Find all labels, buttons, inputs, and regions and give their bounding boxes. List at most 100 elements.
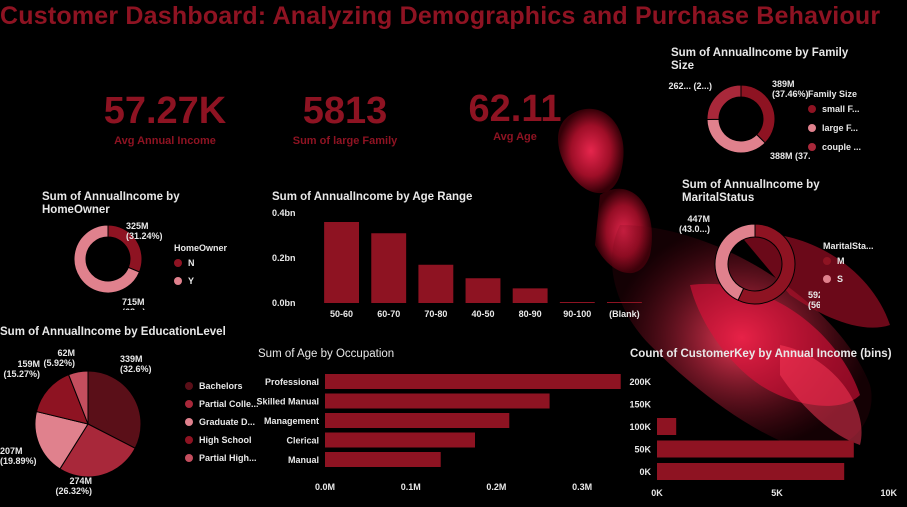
pie-slice[interactable] xyxy=(737,223,796,305)
legend-item[interactable]: Y xyxy=(174,276,195,286)
bar[interactable] xyxy=(324,222,360,303)
bar[interactable] xyxy=(418,264,454,303)
kpi-value: 57.27K xyxy=(103,90,227,132)
bar[interactable] xyxy=(512,288,548,303)
legend-item[interactable]: small F... xyxy=(808,104,861,114)
x-tick-label: 50-60 xyxy=(330,309,353,319)
legend-swatch xyxy=(185,454,193,462)
legend-item[interactable]: N xyxy=(174,258,195,268)
legend-item[interactable]: couple ... xyxy=(808,142,861,152)
page-title: Customer Dashboard: Analyzing Demographi… xyxy=(0,2,881,30)
slice-label: 388M (37...) xyxy=(770,151,810,161)
legend-item[interactable]: large F... xyxy=(808,123,861,133)
kpi-avg-annual-income: 57.27K Avg Annual Income xyxy=(80,90,250,147)
slice-label: 447M (43.0...) xyxy=(679,214,710,234)
legend-label: large F... xyxy=(822,123,859,133)
bar[interactable] xyxy=(325,413,510,428)
chart-occupation[interactable]: Professional Skilled Manual Management Cler… xyxy=(255,370,635,495)
chart-title-marital: Sum of AnnualIncome by MaritalStatus xyxy=(682,179,820,204)
legend-swatch xyxy=(174,259,182,267)
legend-label: small F... xyxy=(822,104,860,114)
legend-label: Y xyxy=(188,276,195,286)
legend-swatch xyxy=(808,143,816,151)
chart-marital[interactable]: 592M(56.97%) 447M(43.0...) xyxy=(640,210,820,315)
chart-education[interactable]: 339M (32.6%) 274M (26.32%) 207M (19.89%) 159M(… xyxy=(0,342,185,502)
y-tick-label: Professional xyxy=(265,377,319,387)
legend-swatch xyxy=(185,400,193,408)
legend-label: couple ... xyxy=(822,142,862,152)
x-tick-label: 90-100 xyxy=(563,309,591,319)
y-tick-label: 50K xyxy=(634,445,651,455)
pie-slice[interactable] xyxy=(67,370,89,425)
kpi-label: Sum of large Family xyxy=(292,135,398,147)
bar[interactable] xyxy=(657,418,677,435)
pie-slice[interactable] xyxy=(87,370,142,449)
kpi-label: Avg Age xyxy=(493,131,537,143)
pie-slice[interactable] xyxy=(34,410,89,470)
y-tick-label: 200K xyxy=(629,377,651,387)
x-tick-label: 0.2M xyxy=(486,482,506,492)
x-tick-label: 80-90 xyxy=(519,309,542,319)
legend-title-homeowner: HomeOwner xyxy=(174,243,228,253)
legend-item[interactable]: M xyxy=(823,256,845,266)
legend-item[interactable]: Partial Colle... xyxy=(185,399,259,409)
x-tick-label: 70-80 xyxy=(424,309,447,319)
slice-label: 262... (2...) xyxy=(668,81,712,91)
legend-label: N xyxy=(188,258,195,268)
y-tick-label: Management xyxy=(264,416,319,426)
legend-label: Graduate D... xyxy=(199,417,256,427)
decorative-flower-art xyxy=(558,108,890,451)
chart-title-agerange: Sum of AnnualIncome by Age Range xyxy=(272,191,473,203)
x-tick-label: (Blank) xyxy=(609,309,640,319)
legend-item[interactable]: S xyxy=(823,274,845,284)
bar[interactable] xyxy=(657,463,845,480)
kpi-avg-age: 62.11 Avg Age xyxy=(450,88,580,143)
bar[interactable] xyxy=(559,302,595,303)
x-tick-label: 0.1M xyxy=(401,482,421,492)
chart-homeowner[interactable]: 325M(31.24%) 715M(68...) xyxy=(40,215,190,310)
legend-swatch xyxy=(823,257,831,265)
bar[interactable] xyxy=(325,432,475,448)
slice-label: 389M (37.46%) xyxy=(772,79,809,99)
legend-education: Bachelors Partial Colle... Graduate D... Hi… xyxy=(185,381,259,463)
x-tick-label: 0.0M xyxy=(315,482,335,492)
bar[interactable] xyxy=(371,233,407,303)
legend-label: Partial Colle... xyxy=(199,399,259,409)
chart-title-homeowner: Sum of AnnualIncome by HomeOwner xyxy=(42,191,180,216)
legend-item[interactable]: Bachelors xyxy=(185,381,259,391)
chart-agerange[interactable]: 0.4bn 0.2bn 0.0bn 50-60 60-70 70-80 40-50 80-90… xyxy=(270,205,655,320)
legend-family: small F... large F... couple ... xyxy=(808,104,861,152)
x-tick-label: 5K xyxy=(771,488,783,498)
legend-swatch xyxy=(808,105,816,113)
x-tick-label: 40-50 xyxy=(471,309,494,319)
y-tick-label: 0.0bn xyxy=(272,298,296,308)
pie-slice[interactable] xyxy=(35,374,89,425)
chart-family[interactable]: 389M(37.46%) 388M (37...) 262... (2...) xyxy=(660,75,810,165)
y-tick-label: 0K xyxy=(639,467,651,477)
pie-slice[interactable] xyxy=(740,84,776,144)
chart-title-occupation: Sum of Age by Occupation xyxy=(258,348,395,360)
legend-title-marital: MaritalSta... xyxy=(823,241,874,251)
legend-label: Bachelors xyxy=(199,381,243,391)
bar[interactable] xyxy=(465,278,501,303)
chart-title-incomebins: Count of CustomerKey by Annual Income (b… xyxy=(630,348,892,360)
pie-slice[interactable] xyxy=(714,223,756,301)
slice-label: 62M (5.92%) xyxy=(43,348,75,368)
legend-swatch xyxy=(185,418,193,426)
x-tick-label: 10K xyxy=(880,488,897,498)
pie-slice[interactable] xyxy=(73,224,141,294)
pie-slice[interactable] xyxy=(59,423,136,478)
bar[interactable] xyxy=(325,393,550,409)
legend-item[interactable]: Graduate D... xyxy=(185,417,259,427)
bar[interactable] xyxy=(657,440,854,458)
pie-slice[interactable] xyxy=(706,84,742,120)
legend-item[interactable]: High School xyxy=(185,435,259,445)
chart-incomebins[interactable]: 200K 150K 100K 50K 0K 0K 5K 10K xyxy=(620,370,907,500)
bar[interactable] xyxy=(606,302,642,303)
legend-item[interactable]: Partial High... xyxy=(185,453,259,463)
pie-slice[interactable] xyxy=(706,118,766,154)
bar[interactable] xyxy=(325,452,441,467)
bar[interactable] xyxy=(325,374,621,389)
